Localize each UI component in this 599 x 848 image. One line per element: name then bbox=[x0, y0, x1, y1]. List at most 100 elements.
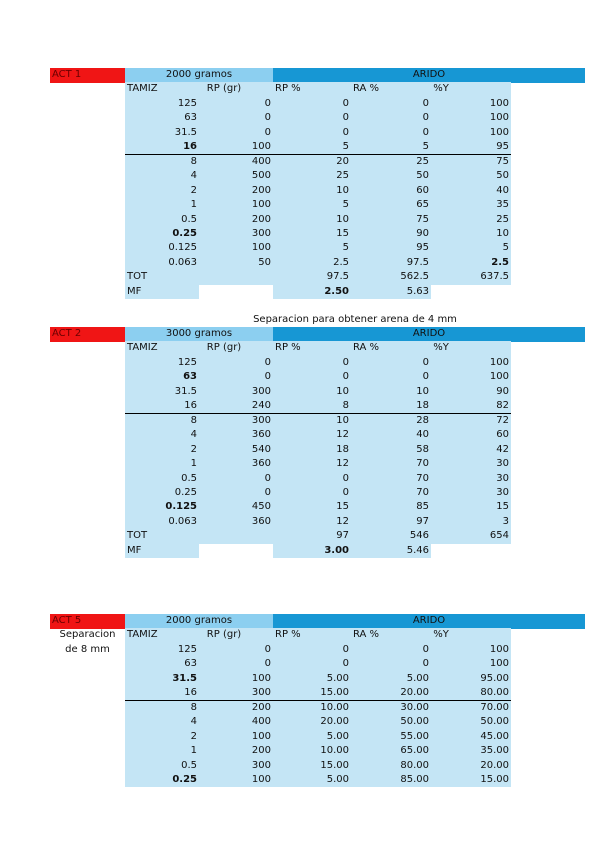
column-header: RA % bbox=[352, 629, 380, 641]
cell: 30 bbox=[496, 458, 509, 470]
cell: 35.00 bbox=[480, 745, 509, 757]
row-bg bbox=[125, 772, 511, 788]
row-bg bbox=[125, 642, 511, 658]
cell: 2 bbox=[190, 443, 197, 455]
cell: 125 bbox=[177, 643, 197, 655]
cell: 10 bbox=[336, 385, 349, 397]
side-note: Separacion bbox=[59, 629, 116, 641]
cell: 0 bbox=[342, 112, 349, 124]
cell: 16 bbox=[183, 141, 197, 153]
tot-label: TOT bbox=[127, 271, 148, 283]
cell: 300 bbox=[251, 227, 271, 239]
tot-label: TOT bbox=[127, 530, 148, 542]
cell: 20.00 bbox=[480, 759, 509, 771]
cell: 0 bbox=[342, 97, 349, 109]
cell: 50 bbox=[416, 170, 429, 182]
row-bg bbox=[125, 715, 511, 730]
row-bg bbox=[125, 154, 511, 170]
row-bg bbox=[125, 686, 511, 701]
column-header: TAMIZ bbox=[127, 629, 158, 641]
column-header: %Y bbox=[433, 342, 449, 354]
col-bg bbox=[125, 628, 511, 643]
cell: 0.25 bbox=[174, 486, 197, 498]
cell: 240 bbox=[251, 400, 271, 412]
cell: 40 bbox=[416, 429, 429, 441]
row-bg bbox=[125, 758, 511, 773]
row-bg bbox=[125, 471, 511, 486]
cell: 0 bbox=[264, 371, 271, 383]
cell: 30 bbox=[496, 486, 509, 498]
cell: 0 bbox=[264, 658, 271, 670]
cell: 0 bbox=[342, 643, 349, 655]
cell: 31.5 bbox=[174, 385, 197, 397]
cell: 25 bbox=[496, 213, 509, 225]
cell: 50.00 bbox=[480, 716, 509, 728]
cell: 500 bbox=[251, 170, 271, 182]
cell: 65 bbox=[416, 199, 429, 211]
cell: 1 bbox=[190, 199, 197, 211]
row-bg bbox=[125, 111, 511, 126]
cell: 100 bbox=[251, 199, 271, 211]
tot-value: 97.5 bbox=[326, 271, 349, 283]
cell: 360 bbox=[251, 458, 271, 470]
cell: 0 bbox=[422, 643, 429, 655]
cell: 300 bbox=[251, 385, 271, 397]
cell: 200 bbox=[251, 701, 271, 713]
grams: 2000 gramos bbox=[125, 614, 273, 629]
cell: 4 bbox=[190, 170, 197, 182]
row-bg bbox=[125, 226, 511, 242]
col-bg bbox=[125, 82, 511, 97]
col-bg bbox=[125, 341, 511, 356]
cell: 300 bbox=[251, 687, 271, 699]
mf-label: MF bbox=[125, 543, 199, 559]
row-bg bbox=[125, 413, 511, 429]
cell: 70.00 bbox=[480, 701, 509, 713]
group-label: ARIDO bbox=[273, 327, 585, 342]
cell: 100 bbox=[489, 97, 509, 109]
cell: 540 bbox=[251, 443, 271, 455]
group-label: ARIDO bbox=[273, 68, 585, 83]
cell: 5.00 bbox=[406, 672, 429, 684]
cell: 5 bbox=[422, 141, 429, 153]
cell: 18 bbox=[416, 400, 429, 412]
tot-value: 637.5 bbox=[480, 271, 509, 283]
cell: 31.5 bbox=[172, 672, 197, 684]
row-bg bbox=[125, 442, 511, 458]
cell: 5 bbox=[342, 242, 349, 254]
cell: 0 bbox=[264, 486, 271, 498]
cell: 10 bbox=[336, 213, 349, 225]
cell: 50.00 bbox=[400, 716, 429, 728]
column-header: RP (gr) bbox=[206, 629, 242, 641]
row-bg bbox=[125, 270, 511, 285]
cell: 63 bbox=[184, 112, 197, 124]
cell: 400 bbox=[251, 716, 271, 728]
row-bg bbox=[125, 700, 511, 716]
cell: 18 bbox=[336, 443, 349, 455]
group-label: ARIDO bbox=[273, 614, 585, 629]
act-label: ACT 5 bbox=[50, 614, 125, 629]
cell: 30 bbox=[496, 472, 509, 484]
cell: 100 bbox=[489, 356, 509, 368]
cell: 25 bbox=[416, 155, 429, 167]
cell: 12 bbox=[336, 429, 349, 441]
cell: 5 bbox=[502, 242, 509, 254]
cell: 0.5 bbox=[181, 213, 197, 225]
column-header: RP (gr) bbox=[206, 83, 242, 95]
cell: 0 bbox=[422, 97, 429, 109]
cell: 0.063 bbox=[168, 256, 197, 268]
row-bg bbox=[125, 241, 511, 256]
column-header: RP (gr) bbox=[206, 342, 242, 354]
cell: 0 bbox=[422, 658, 429, 670]
cell: 85 bbox=[416, 501, 429, 513]
cell: 450 bbox=[251, 501, 271, 513]
cell: 360 bbox=[251, 515, 271, 527]
cell: 50 bbox=[496, 170, 509, 182]
column-header: RP % bbox=[275, 342, 301, 354]
cell: 4 bbox=[190, 716, 197, 728]
cell: 0 bbox=[264, 643, 271, 655]
row-bg bbox=[125, 183, 511, 199]
cell: 0.5 bbox=[181, 472, 197, 484]
cell: 0 bbox=[342, 356, 349, 368]
cell: 0.5 bbox=[181, 759, 197, 771]
